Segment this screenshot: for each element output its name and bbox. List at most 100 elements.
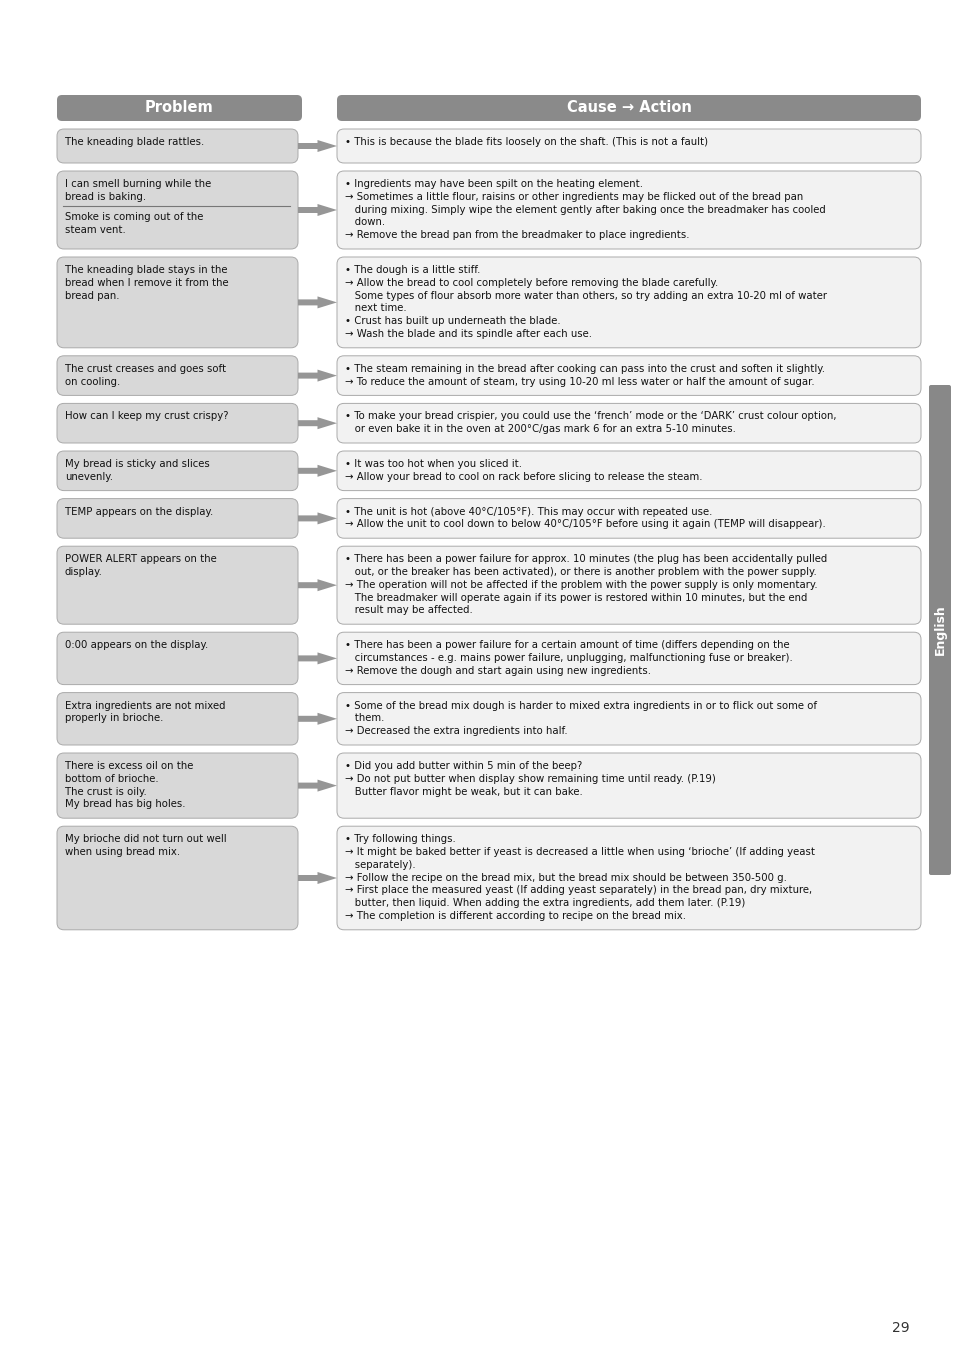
Text: → First place the measured yeast (If adding yeast separately) in the bread pan, : → First place the measured yeast (If add… <box>345 886 811 895</box>
FancyBboxPatch shape <box>336 130 920 163</box>
Polygon shape <box>297 652 336 664</box>
Text: down.: down. <box>345 217 385 227</box>
FancyBboxPatch shape <box>336 356 920 396</box>
Text: → Remove the bread pan from the breadmaker to place ingredients.: → Remove the bread pan from the breadmak… <box>345 231 689 240</box>
Text: • There has been a power failure for a certain amount of time (differs depending: • There has been a power failure for a c… <box>345 640 789 651</box>
Text: • Did you add butter within 5 min of the beep?: • Did you add butter within 5 min of the… <box>345 761 581 771</box>
Text: bread pan.: bread pan. <box>65 290 119 301</box>
Text: next time.: next time. <box>345 304 406 313</box>
FancyBboxPatch shape <box>336 95 920 122</box>
Text: separately).: separately). <box>345 860 416 869</box>
Text: How can I keep my crust crispy?: How can I keep my crust crispy? <box>65 412 229 421</box>
FancyBboxPatch shape <box>57 95 302 122</box>
Text: • There has been a power failure for approx. 10 minutes (the plug has been accid: • There has been a power failure for app… <box>345 555 826 564</box>
Text: → Do not put butter when display show remaining time until ready. (P.19): → Do not put butter when display show re… <box>345 774 715 784</box>
Text: • The steam remaining in the bread after cooking can pass into the crust and sof: • The steam remaining in the bread after… <box>345 363 824 374</box>
Text: properly in brioche.: properly in brioche. <box>65 713 163 724</box>
Text: • Ingredients may have been spilt on the heating element.: • Ingredients may have been spilt on the… <box>345 180 642 189</box>
Text: result may be affected.: result may be affected. <box>345 605 473 616</box>
Text: • The dough is a little stiff.: • The dough is a little stiff. <box>345 265 480 275</box>
Text: out, or the breaker has been activated), or there is another problem with the po: out, or the breaker has been activated),… <box>345 567 816 576</box>
Text: → Allow your bread to cool on rack before slicing to release the steam.: → Allow your bread to cool on rack befor… <box>345 471 701 482</box>
Polygon shape <box>297 872 336 884</box>
Text: → Allow the bread to cool completely before removing the blade carefully.: → Allow the bread to cool completely bef… <box>345 278 718 288</box>
Text: My bread has big holes.: My bread has big holes. <box>65 799 185 810</box>
FancyBboxPatch shape <box>57 451 297 490</box>
Text: circumstances - e.g. mains power failure, unplugging, malfunctioning fuse or bre: circumstances - e.g. mains power failure… <box>345 653 792 663</box>
Text: The crust is oily.: The crust is oily. <box>65 787 147 796</box>
Text: → Wash the blade and its spindle after each use.: → Wash the blade and its spindle after e… <box>345 329 592 339</box>
Text: The kneading blade rattles.: The kneading blade rattles. <box>65 136 204 147</box>
FancyBboxPatch shape <box>57 826 297 930</box>
FancyBboxPatch shape <box>57 356 297 396</box>
Polygon shape <box>297 779 336 791</box>
Text: → It might be baked better if yeast is decreased a little when using ‘brioche’ (: → It might be baked better if yeast is d… <box>345 846 814 857</box>
FancyBboxPatch shape <box>336 498 920 539</box>
Text: • Crust has built up underneath the blade.: • Crust has built up underneath the blad… <box>345 316 560 327</box>
FancyBboxPatch shape <box>57 632 297 684</box>
Text: → To reduce the amount of steam, try using 10-20 ml less water or half the amoun: → To reduce the amount of steam, try usi… <box>345 377 814 386</box>
Text: on cooling.: on cooling. <box>65 377 120 386</box>
Text: steam vent.: steam vent. <box>65 225 126 235</box>
FancyBboxPatch shape <box>57 498 297 539</box>
Text: TEMP appears on the display.: TEMP appears on the display. <box>65 506 213 517</box>
Polygon shape <box>297 140 336 153</box>
Polygon shape <box>297 204 336 216</box>
Text: → The operation will not be affected if the problem with the power supply is onl: → The operation will not be affected if … <box>345 579 817 590</box>
Text: bottom of brioche.: bottom of brioche. <box>65 774 158 784</box>
Text: • To make your bread crispier, you could use the ‘french’ mode or the ‘DARK’ cru: • To make your bread crispier, you could… <box>345 412 836 421</box>
Text: English: English <box>933 605 945 655</box>
FancyBboxPatch shape <box>57 130 297 163</box>
FancyBboxPatch shape <box>57 404 297 443</box>
Text: Problem: Problem <box>145 100 213 116</box>
FancyBboxPatch shape <box>57 693 297 745</box>
Text: Some types of flour absorb more water than others, so try adding an extra 10-20 : Some types of flour absorb more water th… <box>345 290 826 301</box>
Text: • This is because the blade fits loosely on the shaft. (This is not a fault): • This is because the blade fits loosely… <box>345 136 707 147</box>
Text: There is excess oil on the: There is excess oil on the <box>65 761 193 771</box>
Text: Cause → Action: Cause → Action <box>566 100 691 116</box>
FancyBboxPatch shape <box>336 632 920 684</box>
FancyBboxPatch shape <box>57 753 297 818</box>
Text: I can smell burning while the: I can smell burning while the <box>65 180 211 189</box>
Text: • The unit is hot (above 40°C/105°F). This may occur with repeated use.: • The unit is hot (above 40°C/105°F). Th… <box>345 506 712 517</box>
Text: 29: 29 <box>891 1322 909 1335</box>
FancyBboxPatch shape <box>336 171 920 248</box>
FancyBboxPatch shape <box>336 826 920 930</box>
Text: bread is baking.: bread is baking. <box>65 192 146 201</box>
Text: Butter flavor might be weak, but it can bake.: Butter flavor might be weak, but it can … <box>345 787 582 796</box>
FancyBboxPatch shape <box>57 547 297 624</box>
FancyBboxPatch shape <box>336 256 920 348</box>
Text: display.: display. <box>65 567 103 576</box>
Text: • It was too hot when you sliced it.: • It was too hot when you sliced it. <box>345 459 521 468</box>
FancyBboxPatch shape <box>57 171 297 248</box>
Text: or even bake it in the oven at 200°C/gas mark 6 for an extra 5-10 minutes.: or even bake it in the oven at 200°C/gas… <box>345 424 735 435</box>
Polygon shape <box>297 464 336 477</box>
Text: → Follow the recipe on the bread mix, but the bread mix should be between 350-50: → Follow the recipe on the bread mix, bu… <box>345 872 786 883</box>
Polygon shape <box>297 370 336 382</box>
FancyBboxPatch shape <box>336 693 920 745</box>
Text: unevenly.: unevenly. <box>65 471 112 482</box>
Text: bread when I remove it from the: bread when I remove it from the <box>65 278 229 288</box>
Text: The crust creases and goes soft: The crust creases and goes soft <box>65 363 226 374</box>
Text: 0:00 appears on the display.: 0:00 appears on the display. <box>65 640 208 651</box>
Text: The kneading blade stays in the: The kneading blade stays in the <box>65 265 227 275</box>
FancyBboxPatch shape <box>57 256 297 348</box>
Text: My bread is sticky and slices: My bread is sticky and slices <box>65 459 210 468</box>
Text: butter, then liquid. When adding the extra ingredients, add them later. (P.19): butter, then liquid. When adding the ext… <box>345 898 744 909</box>
FancyBboxPatch shape <box>928 385 950 875</box>
Text: • Some of the bread mix dough is harder to mixed extra ingredients in or to flic: • Some of the bread mix dough is harder … <box>345 701 816 710</box>
Polygon shape <box>297 713 336 725</box>
Text: • Try following things.: • Try following things. <box>345 834 456 844</box>
Polygon shape <box>297 417 336 429</box>
Polygon shape <box>297 579 336 591</box>
Text: The breadmaker will operate again if its power is restored within 10 minutes, bu: The breadmaker will operate again if its… <box>345 593 806 602</box>
Text: when using bread mix.: when using bread mix. <box>65 846 180 857</box>
Text: → Remove the dough and start again using new ingredients.: → Remove the dough and start again using… <box>345 666 650 676</box>
Text: → Sometimes a little flour, raisins or other ingredients may be flicked out of t: → Sometimes a little flour, raisins or o… <box>345 192 802 201</box>
FancyBboxPatch shape <box>336 753 920 818</box>
Text: → Allow the unit to cool down to below 40°C/105°F before using it again (TEMP wi: → Allow the unit to cool down to below 4… <box>345 520 825 529</box>
Text: Smoke is coming out of the: Smoke is coming out of the <box>65 212 203 223</box>
FancyBboxPatch shape <box>336 404 920 443</box>
Text: → Decreased the extra ingredients into half.: → Decreased the extra ingredients into h… <box>345 726 567 736</box>
Text: them.: them. <box>345 713 384 724</box>
